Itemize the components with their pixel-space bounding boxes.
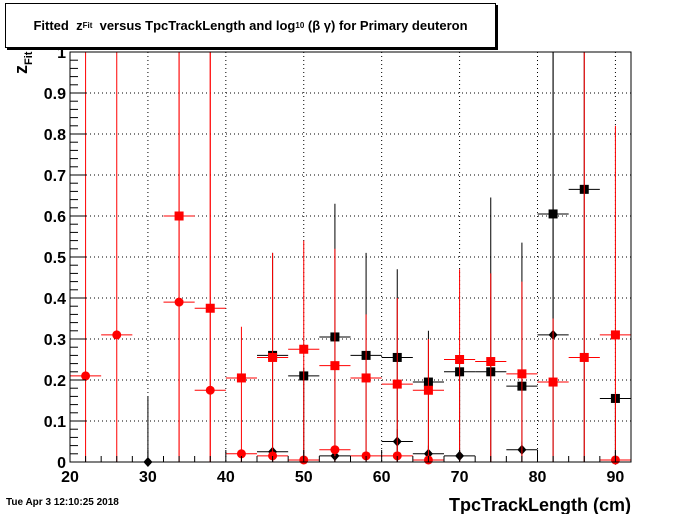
y-axis-title: zFit — [11, 51, 35, 74]
y-tick-label: 0.6 — [44, 209, 66, 226]
y-tick-label: 0.8 — [44, 127, 66, 144]
x-axis-title: TpcTrackLength (cm) — [449, 495, 631, 514]
y-tick-label: 0 — [57, 455, 66, 472]
x-tick-label: 70 — [451, 469, 469, 486]
x-tick-label: 60 — [373, 469, 391, 486]
data-point — [299, 344, 309, 354]
title-middle: versus TpcTrackLength and log — [99, 18, 296, 33]
y-tick-label: 0.7 — [44, 168, 66, 185]
y-tick-label: 0.5 — [44, 250, 66, 267]
title-suffix: (β γ) for Primary deuteron — [307, 18, 468, 33]
axes: 20 30 40 50 60 70 80 90 0 0.1 0.2 0.3 0.4 0.5 0.6 0.7 0.… — [11, 45, 632, 514]
data-point — [112, 330, 122, 340]
y-tick-label: 1 — [57, 45, 66, 62]
data-point — [610, 330, 620, 340]
timestamp: Tue Apr 3 12:10:25 2018 — [6, 497, 119, 508]
y-axis-title-main: z — [11, 65, 31, 74]
y-tick-label: 0.4 — [44, 291, 66, 308]
data-point — [579, 352, 589, 362]
y-tick-label: 0.9 — [44, 86, 66, 103]
x-tick-label: 40 — [217, 469, 235, 486]
data-point — [174, 211, 184, 221]
title-prefix: Fitted — [33, 18, 69, 33]
x-tick-label: 80 — [529, 469, 547, 486]
title-log-sub: 10 — [295, 21, 305, 30]
y-tick-label: 0.3 — [44, 332, 66, 349]
x-tick-label: 90 — [607, 469, 625, 486]
x-tick-label: 20 — [61, 469, 79, 486]
data-point — [517, 369, 527, 379]
data-point — [392, 379, 402, 389]
grid — [70, 52, 631, 462]
data-point — [330, 361, 340, 371]
data-point — [81, 371, 91, 381]
data-point — [455, 355, 465, 364]
title-z-sub: Fit — [82, 21, 93, 30]
y-tick-label: 0.1 — [44, 414, 66, 431]
data-point — [548, 377, 558, 387]
data-point — [205, 303, 215, 313]
data-point — [423, 385, 433, 395]
y-tick-label: 0.2 — [44, 373, 66, 390]
data-point — [486, 357, 496, 367]
data-point — [361, 373, 371, 383]
chart-title: Fitted z Fit versus TpcTrackLength and lo… — [5, 3, 496, 48]
x-tick-label: 50 — [295, 469, 313, 486]
data-point — [236, 373, 246, 383]
data-point — [268, 352, 278, 362]
x-tick-label: 30 — [139, 469, 157, 486]
y-axis-title-sub: Fit — [23, 51, 35, 65]
data-point — [548, 209, 558, 219]
data-layer — [70, 52, 631, 467]
title-z: z — [76, 18, 83, 33]
